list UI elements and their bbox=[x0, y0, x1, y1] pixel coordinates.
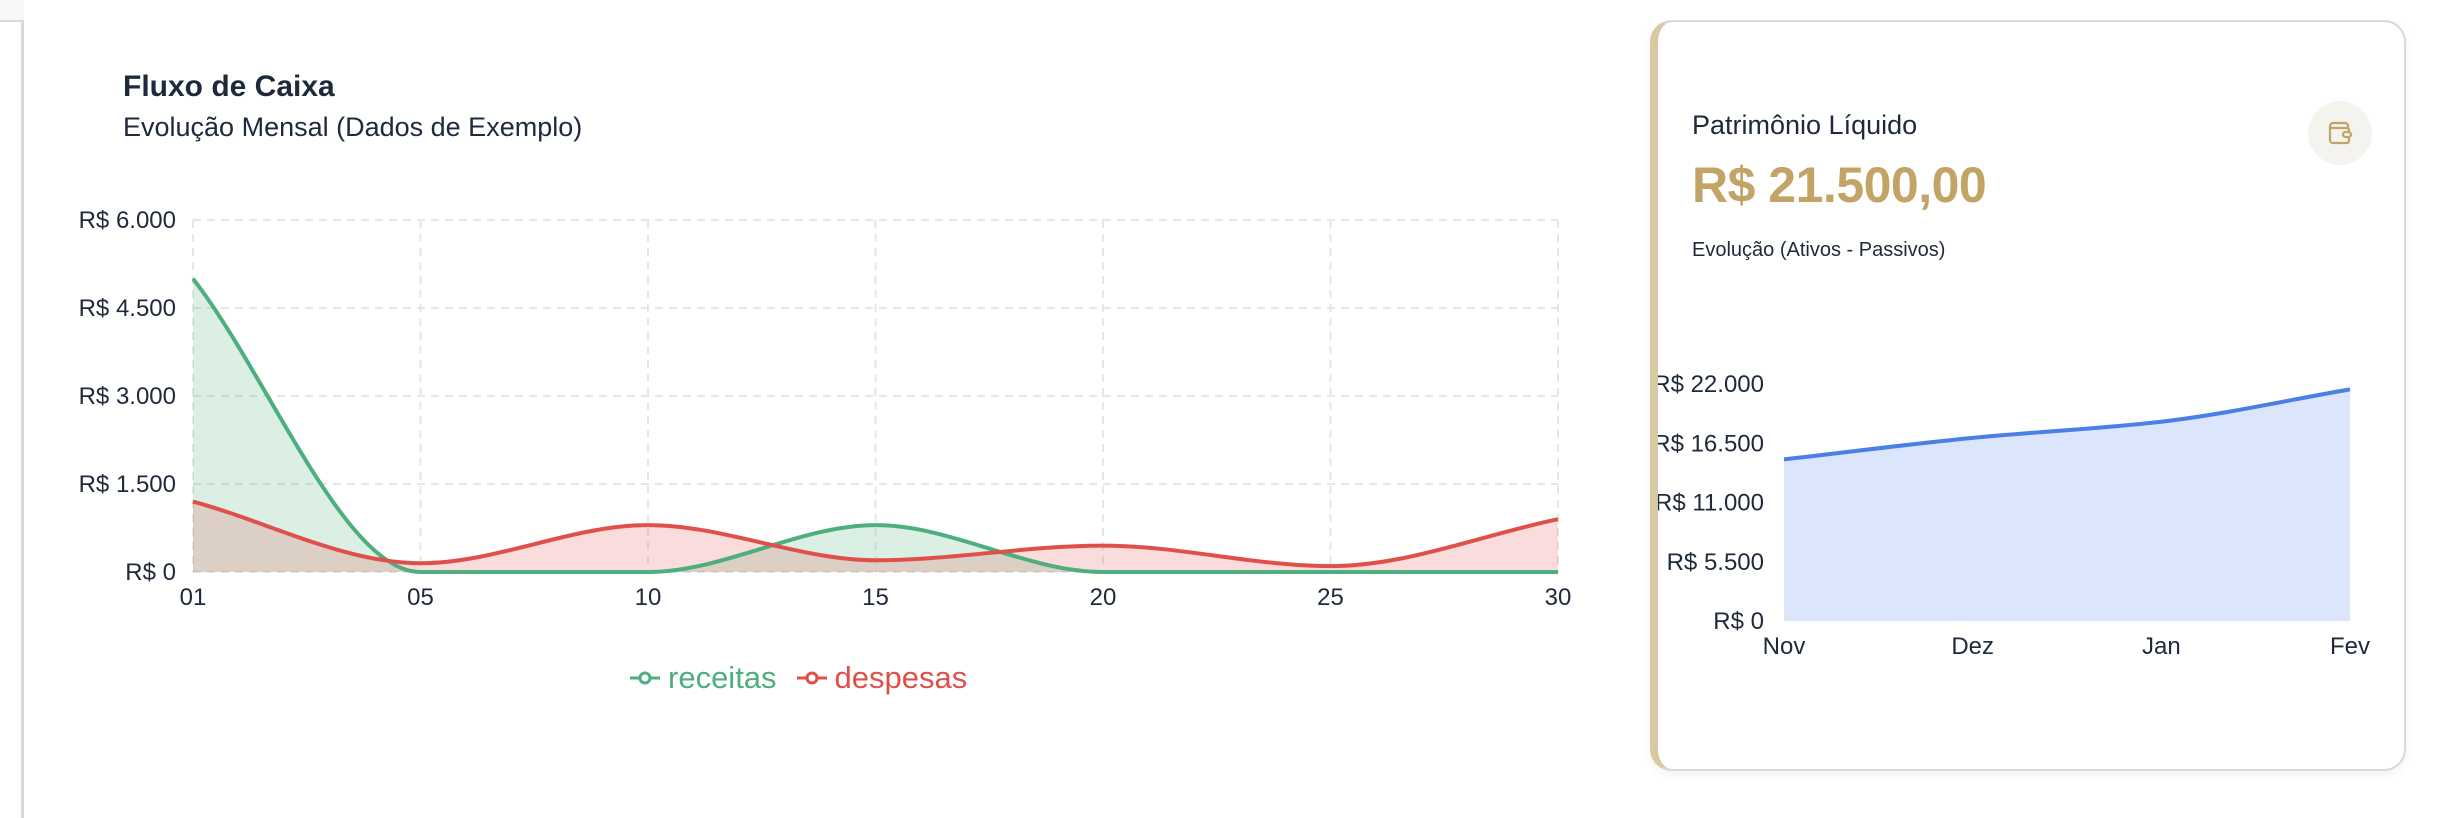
y-tick-label: R$ 3.000 bbox=[79, 383, 176, 410]
x-axis-labels: 01 05 10 15 20 25 30 bbox=[180, 584, 1572, 611]
legend-line-marker-icon bbox=[796, 671, 827, 685]
legend-line-marker-icon bbox=[630, 671, 660, 685]
x-tick-label: Nov bbox=[1763, 633, 1806, 660]
net-worth-area bbox=[1784, 389, 2350, 621]
x-tick-label: 25 bbox=[1317, 584, 1344, 611]
x-tick-label: 05 bbox=[407, 584, 434, 611]
cash-flow-subtitle: Evolução Mensal (Dados de Exemplo) bbox=[123, 112, 583, 142]
x-tick-label: 10 bbox=[635, 584, 662, 611]
x-tick-label: Fev bbox=[2330, 633, 2370, 660]
area-receitas bbox=[193, 278, 1558, 572]
cash-flow-title: Fluxo de Caixa bbox=[123, 70, 335, 103]
y-tick-label: R$ 4.500 bbox=[79, 295, 176, 322]
y-tick-label: R$ 11.000 bbox=[1655, 490, 1764, 517]
x-tick-label: 15 bbox=[862, 584, 889, 611]
sidebar-edge-header bbox=[0, 0, 24, 22]
y-tick-label: R$ 16.500 bbox=[1653, 430, 1764, 457]
net-worth-line[interactable] bbox=[1783, 387, 2351, 462]
x-tick-label: Dez bbox=[1951, 633, 1994, 660]
legend-label: receitas bbox=[668, 660, 777, 695]
net-worth-value: R$ 21.500,00 bbox=[1692, 157, 1987, 213]
area-despesas bbox=[193, 501, 1558, 572]
y-tick-label: R$ 5.500 bbox=[1667, 549, 1764, 576]
wallet-icon-badge bbox=[2308, 101, 2372, 165]
chart-grid bbox=[192, 219, 1559, 573]
y-axis-labels: R$ 0 R$ 1.500 R$ 3.000 R$ 4.500 R$ 6.000 bbox=[79, 207, 176, 586]
net-worth-subtitle: Evolução (Ativos - Passivos) bbox=[1692, 239, 1946, 261]
y-tick-label: R$ 0 bbox=[125, 559, 176, 586]
legend-label: despesas bbox=[834, 660, 968, 695]
x-tick-label: Jan bbox=[2142, 633, 2181, 660]
cash-flow-card: Fluxo de Caixa Evolução Mensal (Dados de… bbox=[27, 0, 1627, 818]
y-tick-label: R$ 0 bbox=[1713, 608, 1764, 635]
legend-item-receitas[interactable]: receitas bbox=[630, 660, 777, 696]
y-tick-label: R$ 6.000 bbox=[79, 207, 176, 234]
x-axis-labels: Nov Dez Jan Fev bbox=[1763, 633, 2370, 660]
y-tick-label: R$ 1.500 bbox=[79, 471, 176, 498]
y-axis-labels: R$ 0 R$ 5.500 R$ 11.000 R$ 16.500 R$ 22.000 bbox=[1653, 371, 1764, 635]
chart-legend: receitas despesas bbox=[630, 660, 967, 696]
x-tick-label: 20 bbox=[1090, 584, 1117, 611]
x-tick-label: 01 bbox=[180, 584, 207, 611]
chart-series bbox=[1783, 387, 2351, 621]
chart-series bbox=[191, 277, 1559, 574]
net-worth-card: Patrimônio Líquido R$ 21.500,00 Evolução… bbox=[1650, 20, 2406, 771]
x-tick-label: 30 bbox=[1545, 584, 1572, 611]
sidebar-edge bbox=[0, 0, 24, 818]
line-despesas[interactable] bbox=[192, 499, 1559, 569]
net-worth-title: Patrimônio Líquido bbox=[1692, 110, 1918, 140]
y-tick-label: R$ 22.000 bbox=[1653, 371, 1764, 398]
wallet-icon bbox=[2328, 121, 2353, 145]
legend-item-despesas[interactable]: despesas bbox=[796, 660, 968, 696]
